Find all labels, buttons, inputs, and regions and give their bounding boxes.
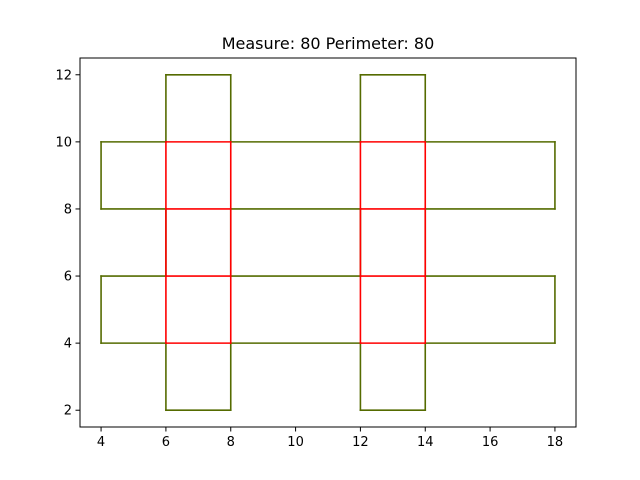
y-tick-label: 2	[64, 404, 72, 419]
x-tick-label: 8	[227, 435, 235, 450]
plot-lines	[100, 73, 556, 412]
y-tick-label: 8	[64, 202, 72, 217]
x-tick-label: 18	[547, 435, 564, 450]
x-tick-label: 12	[352, 435, 369, 450]
y-tick-label: 6	[64, 270, 72, 285]
plot-frame	[79, 57, 577, 428]
y-tick-label: 4	[64, 337, 72, 352]
x-tick-label: 16	[482, 435, 499, 450]
x-tick-label: 6	[162, 435, 170, 450]
y-tick-label: 10	[55, 135, 72, 150]
x-axis: 4 6 8 10 12 14 16 18	[97, 427, 563, 450]
x-tick-label: 14	[417, 435, 434, 450]
x-tick-label: 10	[287, 435, 304, 450]
y-axis: 2 4 6 8 10 12	[55, 68, 80, 419]
x-tick-label: 4	[97, 435, 105, 450]
y-tick-label: 12	[55, 68, 72, 83]
chart-title: Measure: 80 Perimeter: 80	[222, 34, 435, 53]
